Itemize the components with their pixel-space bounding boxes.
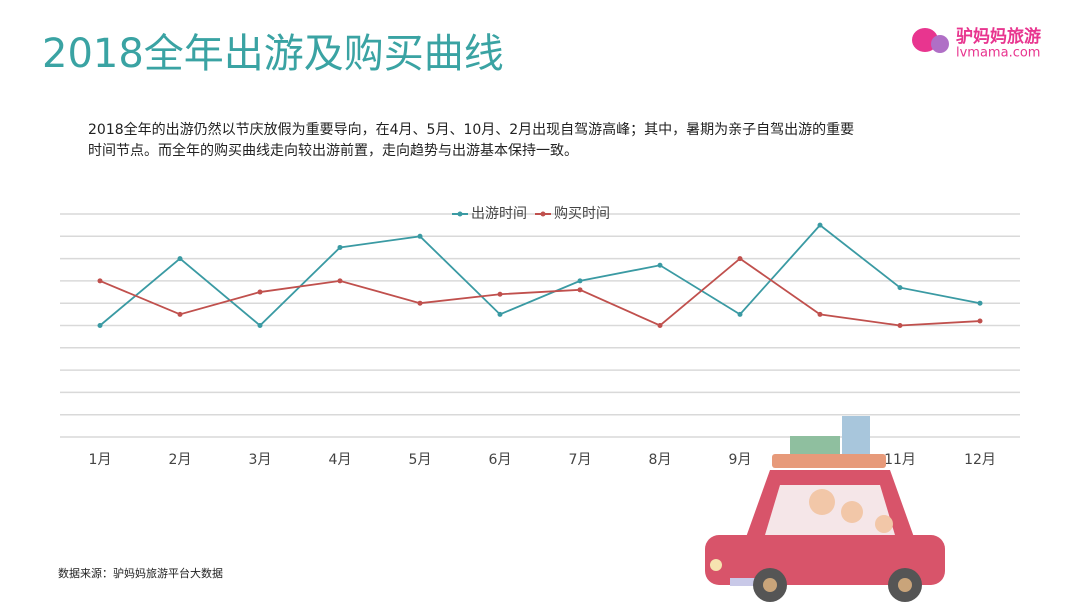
- data-point: [817, 222, 823, 228]
- data-point: [897, 285, 903, 291]
- logo-icon: [931, 35, 949, 53]
- car-plate: [730, 578, 755, 586]
- logo: 驴妈妈旅游 lvmama.com: [912, 26, 1041, 61]
- logo-domain: lvmama.com: [956, 46, 1040, 61]
- data-point: [737, 256, 743, 262]
- x-tick-label: 1月: [89, 452, 112, 468]
- x-tick-label: 2月: [169, 452, 192, 468]
- data-point: [497, 311, 503, 317]
- hubcap: [898, 578, 912, 592]
- plot: 1月2月3月4月5月6月7月8月9月10月11月12月出游时间购买时间: [60, 206, 1020, 468]
- data-point: [97, 278, 103, 284]
- source-note: 数据来源：驴妈妈旅游平台大数据: [58, 566, 223, 580]
- data-point: [577, 287, 583, 293]
- slide-title: 2018全年出游及购买曲线: [42, 31, 504, 77]
- car-light: [710, 559, 722, 571]
- data-point: [97, 323, 103, 328]
- x-tick-label: 9月: [729, 452, 752, 468]
- data-point: [337, 244, 343, 250]
- data-point: [657, 323, 663, 328]
- data-point: [337, 278, 343, 284]
- description-line: 时间节点。而全年的购买曲线走向较出游前置，走向趋势与出游基本保持一致。: [88, 142, 578, 159]
- x-tick-label: 4月: [329, 452, 352, 468]
- data-point: [577, 278, 583, 284]
- legend-symbol: [457, 211, 463, 217]
- data-point: [977, 318, 983, 324]
- data-point: [977, 300, 983, 306]
- luggage: [842, 416, 870, 456]
- hubcap: [763, 578, 777, 592]
- x-tick-label: 5月: [409, 452, 432, 468]
- x-tick-label: 12月: [964, 452, 996, 468]
- data-point: [657, 262, 663, 268]
- data-point: [177, 311, 183, 317]
- data-point: [417, 300, 423, 306]
- x-tick-label: 11月: [884, 452, 916, 468]
- person: [841, 501, 863, 523]
- legend-label: 购买时间: [554, 206, 610, 222]
- luggage: [790, 436, 840, 456]
- car-illustration: [705, 416, 945, 602]
- roof-rack: [772, 454, 886, 468]
- person: [875, 515, 893, 533]
- series-line: [99, 223, 981, 327]
- data-point: [177, 256, 183, 262]
- legend-label: 出游时间: [471, 206, 527, 222]
- legend-symbol: [540, 211, 546, 217]
- data-point: [257, 323, 263, 328]
- series-line: [99, 257, 981, 327]
- data-point: [417, 233, 423, 239]
- data-point: [897, 323, 903, 328]
- x-tick-label: 7月: [569, 452, 592, 468]
- data-point: [497, 291, 503, 297]
- data-point: [817, 311, 823, 317]
- x-tick-label: 6月: [489, 452, 512, 468]
- data-point: [257, 289, 263, 295]
- legend: 出游时间 购买时间: [452, 206, 610, 222]
- x-tick-label: 3月: [249, 452, 272, 468]
- person: [809, 489, 835, 515]
- logo-name: 驴妈妈旅游: [956, 26, 1041, 47]
- description-line: 2018全年的出游仍然以节庆放假为重要导向，在4月、5月、10月、2月出现自驾游…: [88, 121, 854, 138]
- x-tick-label: 8月: [649, 452, 672, 468]
- data-point: [737, 311, 743, 317]
